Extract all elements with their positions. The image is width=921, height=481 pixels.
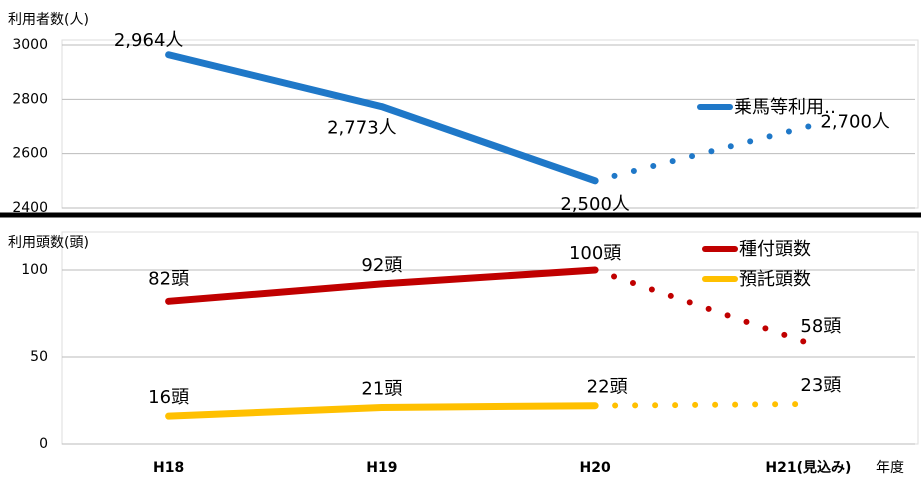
x-tick-label: H18 bbox=[153, 460, 184, 476]
y-tick-label: 100 bbox=[21, 262, 48, 278]
data-label: 82頭 bbox=[148, 268, 189, 289]
legend-label: 預託頭数 bbox=[739, 269, 811, 290]
plot-area bbox=[61, 39, 919, 209]
data-label: 2,700人 bbox=[820, 112, 890, 133]
x-tick-label: H20 bbox=[580, 460, 611, 476]
line bbox=[165, 266, 599, 305]
data-label: 2,964人 bbox=[114, 30, 184, 51]
data-label: 2,500人 bbox=[560, 194, 630, 215]
y-tick-label: 2400 bbox=[12, 200, 48, 216]
y-tick-label: 2800 bbox=[12, 91, 48, 107]
x-tick-label: H19 bbox=[366, 460, 397, 476]
y-axis-label: 利用頭数(頭) bbox=[8, 235, 89, 251]
y-axis-label: 利用者数(人) bbox=[8, 12, 89, 28]
forecast-line bbox=[592, 267, 812, 347]
line bbox=[165, 402, 599, 420]
data-label: 22頭 bbox=[587, 377, 628, 398]
data-label: 100頭 bbox=[569, 243, 621, 264]
line bbox=[165, 51, 599, 185]
data-label: 92頭 bbox=[361, 255, 402, 276]
y-tick-label: 0 bbox=[39, 436, 48, 452]
data-label: 16頭 bbox=[148, 387, 189, 408]
y-tick-label: 3000 bbox=[12, 37, 48, 53]
data-label: 21頭 bbox=[361, 378, 402, 399]
data-label: 58頭 bbox=[800, 316, 841, 337]
y-tick-label: 2600 bbox=[12, 146, 48, 162]
x-tick-label: H21(見込み) bbox=[765, 459, 851, 476]
data-label: 2,773人 bbox=[327, 118, 397, 139]
legend-label: 乗馬等利用‥ bbox=[734, 97, 836, 118]
data-label: 23頭 bbox=[800, 375, 841, 396]
legend-label: 種付頭数 bbox=[739, 239, 811, 260]
x-axis-label: 年度 bbox=[876, 460, 904, 476]
y-tick-label: 50 bbox=[30, 349, 48, 365]
forecast-line bbox=[592, 400, 812, 409]
